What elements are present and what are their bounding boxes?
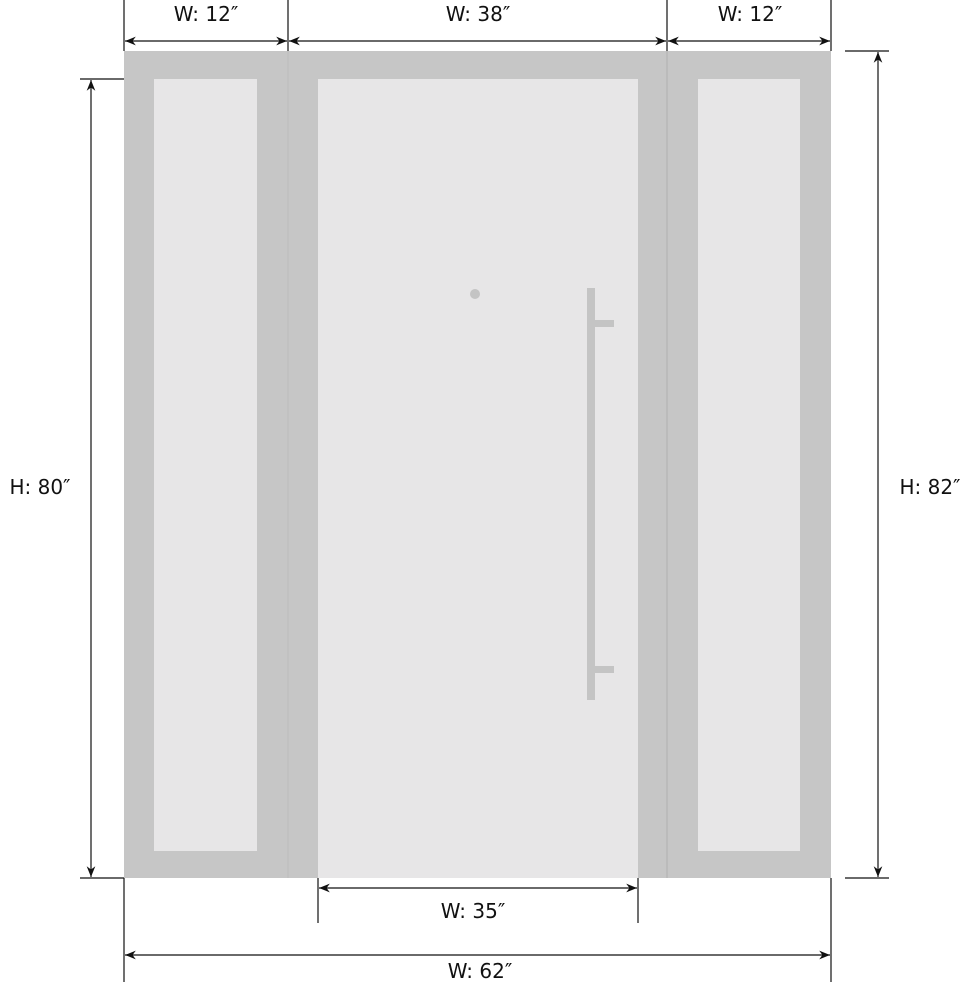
door-unit — [124, 51, 831, 878]
label-left-sidelite-width: W: 12″ — [174, 2, 239, 26]
right-sidelite-glass — [698, 79, 800, 851]
door-slab — [318, 79, 638, 878]
label-overall-height: H: 82″ — [899, 475, 960, 499]
dimension-lines — [86, 36, 883, 960]
label-overall-width: W: 62″ — [448, 959, 513, 983]
left-sidelite-glass — [154, 79, 257, 851]
label-door-slab-width: W: 35″ — [441, 899, 506, 923]
label-door-height: H: 80″ — [9, 475, 70, 499]
peephole-icon — [470, 289, 480, 299]
label-door-width: W: 38″ — [446, 2, 511, 26]
label-right-sidelite-width: W: 12″ — [718, 2, 783, 26]
pull-handle-icon — [587, 288, 614, 700]
extension-lines — [80, 0, 889, 982]
